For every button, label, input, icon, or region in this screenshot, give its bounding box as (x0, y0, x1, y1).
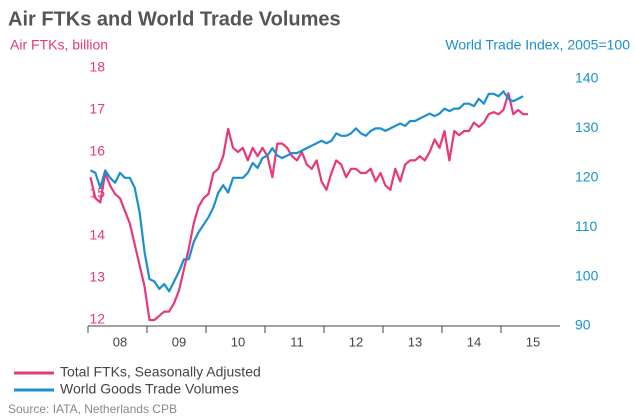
y-tick-label: 17 (89, 101, 105, 117)
x-tick-label: 08 (113, 334, 127, 349)
y-tick-label: 16 (89, 143, 105, 159)
y2-axis-label: World Trade Index, 2005=100 (445, 37, 630, 53)
y2-tick-label: 110 (575, 218, 598, 234)
y2-tick-label: 140 (575, 70, 599, 86)
legend-label: World Goods Trade Volumes (60, 381, 239, 397)
y2-tick-label: 100 (575, 267, 599, 283)
x-tick-label: 11 (290, 334, 304, 349)
y-axis-label: Air FTKs, billion (10, 37, 108, 53)
y2-tick-label: 120 (575, 169, 599, 185)
line-series (89, 92, 529, 322)
source: Source: IATA, Netherlands CPB (8, 402, 177, 416)
y-tick-label: 13 (89, 269, 105, 285)
y2-tick-label: 130 (575, 119, 599, 135)
legend-label: Total FTKs, Seasonally Adjusted (60, 364, 261, 380)
y-tick-label: 12 (89, 311, 105, 327)
x-tick-label: 09 (172, 334, 186, 349)
y-tick-label: 18 (89, 59, 105, 75)
x-tick-label: 10 (231, 334, 245, 349)
y2-tick-label: 90 (575, 317, 591, 333)
x-tick-label: 15 (526, 334, 540, 349)
y-tick-label: 14 (89, 227, 105, 243)
x-tick-label: 13 (408, 334, 422, 349)
chart-title: Air FTKs and World Trade Volumes (8, 8, 341, 30)
x-tick-label: 12 (349, 334, 363, 349)
line-series (89, 90, 524, 293)
x-tick-label: 14 (467, 334, 481, 349)
